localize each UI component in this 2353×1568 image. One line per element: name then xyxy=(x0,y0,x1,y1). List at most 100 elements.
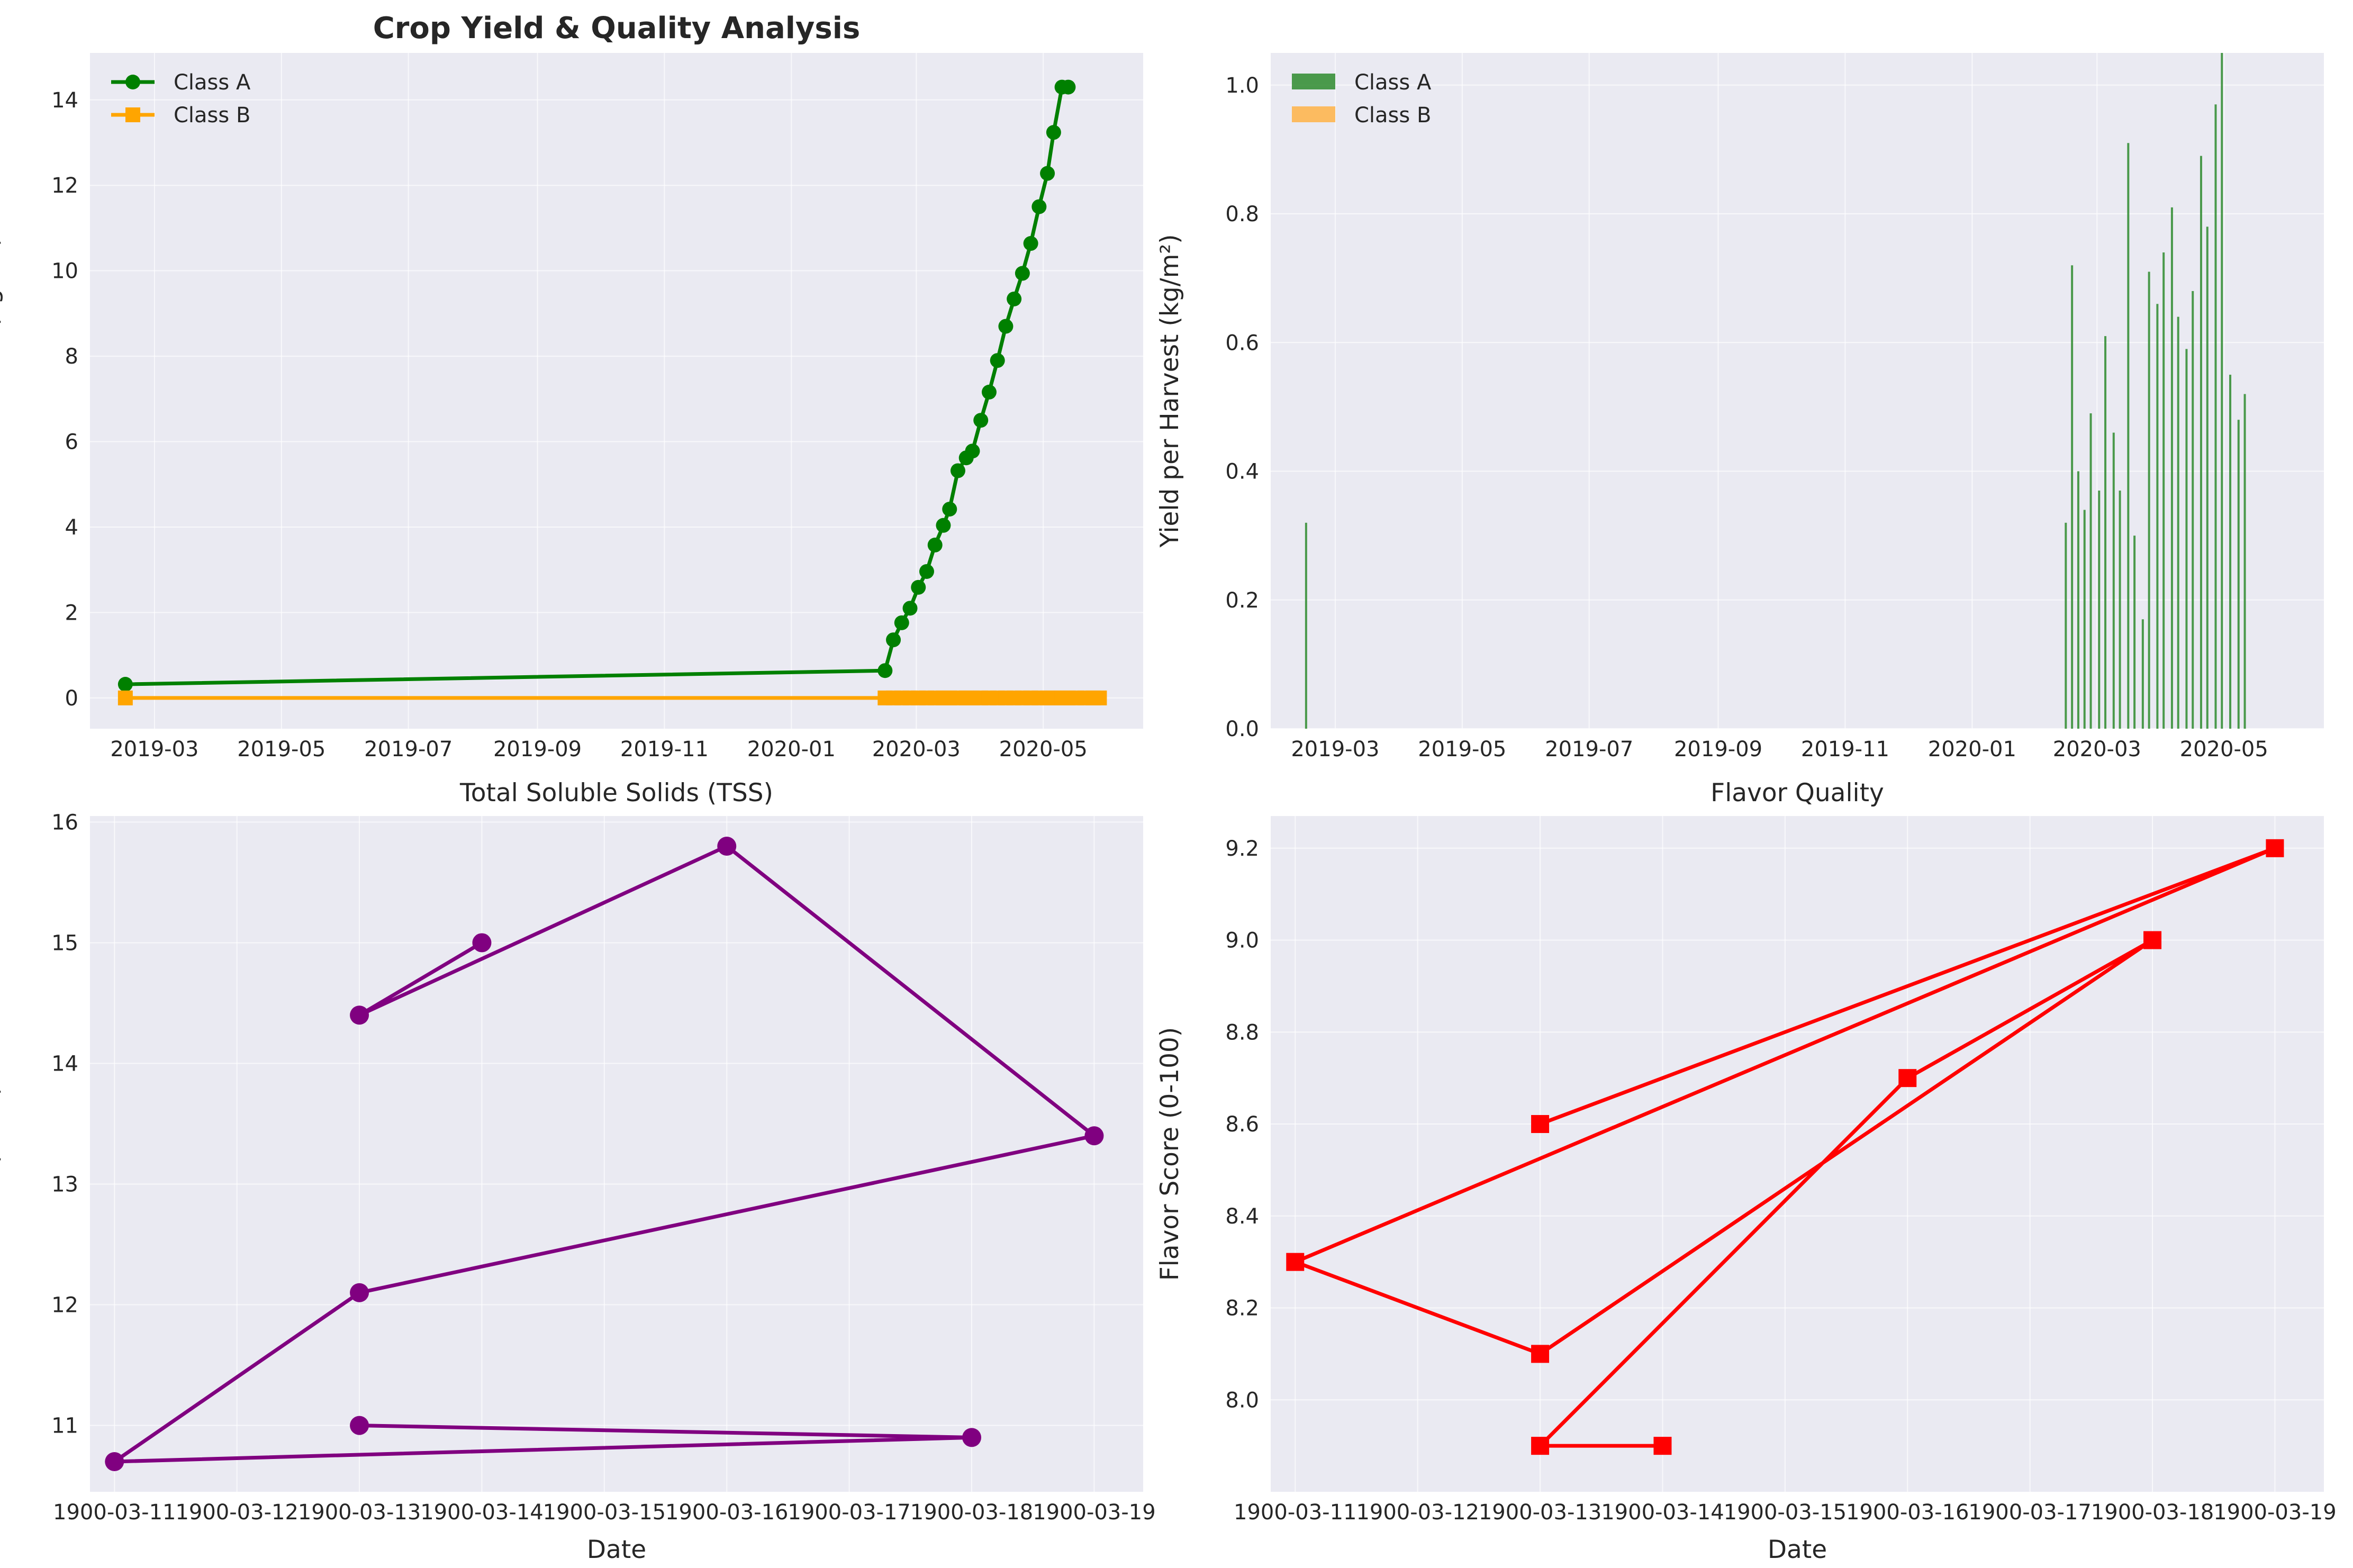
x-tick-label: 1900-03-19 xyxy=(2213,1500,2336,1525)
chart-panel-3: 1900-03-111900-03-121900-03-131900-03-14… xyxy=(0,778,1156,1564)
bar-class-a xyxy=(2243,394,2246,729)
bar-class-a xyxy=(2229,375,2232,729)
legend-label: Class B xyxy=(174,103,250,128)
y-tick-label: 9.0 xyxy=(1225,929,1259,953)
bar-class-a xyxy=(2214,104,2217,729)
x-tick-label: 1900-03-14 xyxy=(1601,1500,1724,1525)
bar-class-a xyxy=(2065,522,2067,729)
x-tick-label: 1900-03-15 xyxy=(543,1500,666,1525)
data-point xyxy=(962,1428,982,1447)
x-tick-label: 1900-03-19 xyxy=(1033,1500,1155,1525)
data-point xyxy=(1531,1345,1550,1363)
y-tick-label: 0 xyxy=(65,686,78,711)
data-point xyxy=(1040,166,1055,181)
x-tick-label: 2020-05 xyxy=(2180,737,2268,762)
bar-class-a xyxy=(2089,413,2092,729)
y-tick-label: 0.2 xyxy=(1225,588,1259,613)
x-tick-label: 2019-09 xyxy=(1674,737,1762,762)
y-tick-label: 8.6 xyxy=(1225,1112,1259,1137)
bar-class-a xyxy=(2237,420,2240,729)
x-tick-label: 1900-03-16 xyxy=(665,1500,788,1525)
data-point xyxy=(950,463,965,478)
series-line xyxy=(112,844,1096,1464)
y-tick-label: 11 xyxy=(51,1414,78,1438)
x-tick-label: 2019-03 xyxy=(110,737,198,762)
data-point xyxy=(990,353,1005,368)
bar-class-a xyxy=(2098,491,2101,729)
chart-panel-4: 1900-03-111900-03-121900-03-131900-03-14… xyxy=(1155,778,2337,1564)
data-point xyxy=(894,615,909,630)
bar-class-a xyxy=(2141,619,2144,729)
legend: Class A Class B xyxy=(111,70,251,128)
plot-area xyxy=(90,53,1143,729)
bar-class-a xyxy=(2170,207,2173,729)
data-point xyxy=(1898,1069,1917,1087)
bar-class-a xyxy=(2119,491,2121,729)
data-point xyxy=(117,690,133,705)
y-tick-label: 1.0 xyxy=(1225,74,1259,98)
bar-class-a xyxy=(2185,349,2188,729)
bar-class-a xyxy=(2177,316,2179,729)
y-tick-label: 8.8 xyxy=(1225,1020,1259,1045)
x-tick-label: 2019-11 xyxy=(620,737,709,762)
data-point xyxy=(965,443,980,459)
bar-class-a xyxy=(2077,471,2079,729)
legend-swatch xyxy=(1292,74,1335,89)
y-axis-label: Brix (°Brix) xyxy=(0,1085,4,1223)
x-tick-label: 2019-07 xyxy=(364,737,453,762)
bar-class-a xyxy=(2156,304,2159,729)
x-tick-label: 2019-05 xyxy=(1418,737,1506,762)
y-tick-label: 16 xyxy=(51,810,78,835)
y-tick-label: 8.4 xyxy=(1225,1204,1259,1229)
y-axis-label: Flavor Score (0-100) xyxy=(1155,1027,1184,1281)
data-point xyxy=(1007,291,1022,306)
x-tick-label: 1900-03-14 xyxy=(420,1500,543,1525)
data-point xyxy=(911,579,926,595)
y-tick-label: 0.6 xyxy=(1225,331,1259,355)
data-point xyxy=(1653,1437,1672,1455)
legend-marker xyxy=(125,107,140,122)
x-tick-label: 2019-03 xyxy=(1291,737,1379,762)
bar-class-a xyxy=(2162,252,2165,729)
x-tick-label: 2020-01 xyxy=(1928,737,2016,762)
plot-area xyxy=(1271,816,2324,1492)
y-tick-label: 12 xyxy=(51,1293,78,1318)
data-point xyxy=(2143,931,2162,949)
y-tick-label: 12 xyxy=(51,174,78,198)
series-line xyxy=(1293,846,2277,1448)
y-tick-label: 0.4 xyxy=(1225,460,1259,484)
y-tick-label: 14 xyxy=(51,88,78,113)
x-tick-label: 1900-03-17 xyxy=(1968,1500,2091,1525)
x-tick-label: 2019-05 xyxy=(237,737,325,762)
y-tick-label: 8.0 xyxy=(1225,1388,1259,1412)
y-tick-label: 9.2 xyxy=(1225,837,1259,861)
bar-class-a xyxy=(2206,226,2209,729)
data-point xyxy=(350,1416,369,1435)
x-tick-label: 1900-03-11 xyxy=(53,1500,176,1525)
legend-swatch xyxy=(1292,106,1335,122)
data-point xyxy=(998,319,1013,334)
data-point xyxy=(1023,236,1038,251)
x-tick-label: 2020-01 xyxy=(747,737,836,762)
data-point xyxy=(1092,690,1107,705)
y-tick-label: 4 xyxy=(65,515,78,540)
data-point xyxy=(1031,199,1047,214)
data-point xyxy=(877,663,893,678)
x-tick-label: 1900-03-15 xyxy=(1724,1500,1847,1525)
data-point xyxy=(1531,1437,1550,1455)
x-tick-label: 1900-03-16 xyxy=(1846,1500,1969,1525)
x-tick-label: 1900-03-11 xyxy=(1234,1500,1356,1525)
y-axis-label: Yield per Harvest (kg/m²) xyxy=(1155,234,1184,548)
x-tick-label: 2019-11 xyxy=(1801,737,1889,762)
data-point xyxy=(927,537,943,552)
x-tick-label: 1900-03-18 xyxy=(910,1500,1033,1525)
data-point xyxy=(902,601,918,616)
y-tick-label: 6 xyxy=(65,430,78,455)
data-point xyxy=(2266,839,2284,857)
x-axis-label: Date xyxy=(1768,1535,1827,1564)
bar-class-a xyxy=(2148,271,2150,729)
data-point xyxy=(973,413,989,428)
x-tick-label: 2020-05 xyxy=(999,737,1088,762)
y-tick-label: 10 xyxy=(51,259,78,284)
x-tick-label: 2020-03 xyxy=(872,737,961,762)
